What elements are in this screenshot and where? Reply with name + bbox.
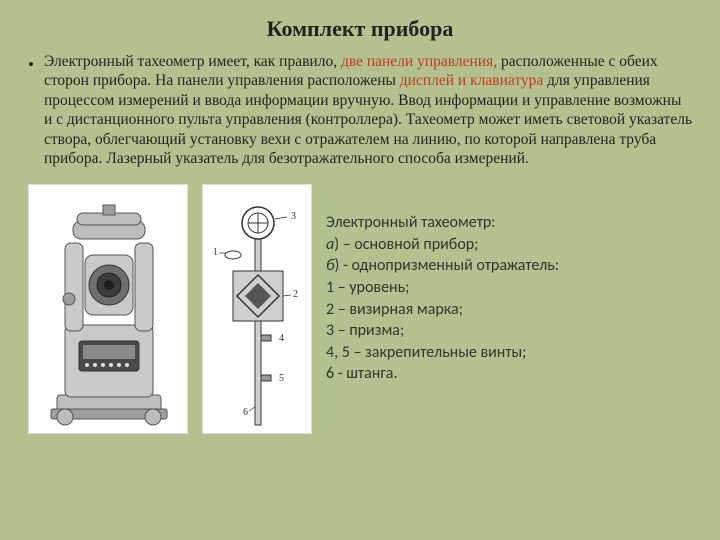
- body-block: • Электронный тахеометр имеет, как прави…: [28, 52, 692, 168]
- legend-line-2: 2 – визирная марка;: [326, 299, 559, 321]
- figure-a: [28, 184, 188, 434]
- lower-row: 3 1 2 4 5 6 Электронный тахеометр: а) – …: [28, 184, 692, 434]
- legend-line-b: б) - однопризменный отражатель:: [326, 255, 559, 277]
- legend-b-text: ) - однопризменный отражатель:: [335, 256, 560, 275]
- page-title: Комплект прибора: [28, 16, 692, 42]
- svg-text:6: 6: [243, 407, 248, 418]
- legend-line-0: Электронный тахеометр:: [326, 212, 559, 234]
- svg-text:5: 5: [279, 373, 284, 384]
- figure-b: 3 1 2 4 5 6: [202, 184, 312, 434]
- svg-text:2: 2: [293, 289, 298, 300]
- svg-text:4: 4: [279, 333, 284, 344]
- legend-a-text: ) – основной прибор;: [334, 235, 478, 254]
- legend-line-5: 6 - штанга.: [326, 363, 559, 385]
- legend-line-4: 4, 5 – закрепительные винты;: [326, 342, 559, 364]
- body-hl-1: две панели управления,: [341, 53, 497, 70]
- legend-a-label: а: [326, 235, 334, 254]
- body-hl-2: дисплей и клавиатура: [400, 72, 544, 89]
- legend-b-label: б: [326, 256, 335, 275]
- svg-text:1: 1: [213, 247, 218, 258]
- legend-line-3: 3 – призма;: [326, 320, 559, 342]
- svg-text:3: 3: [291, 211, 296, 222]
- body-text: Электронный тахеометр имеет, как правило…: [44, 52, 692, 168]
- bullet: •: [28, 52, 34, 75]
- body-frag-1: Электронный тахеометр имеет, как правило…: [44, 53, 341, 70]
- legend-line-1: 1 – уровень;: [326, 277, 559, 299]
- legend-line-a: а) – основной прибор;: [326, 234, 559, 256]
- legend: Электронный тахеометр: а) – основной при…: [326, 212, 559, 385]
